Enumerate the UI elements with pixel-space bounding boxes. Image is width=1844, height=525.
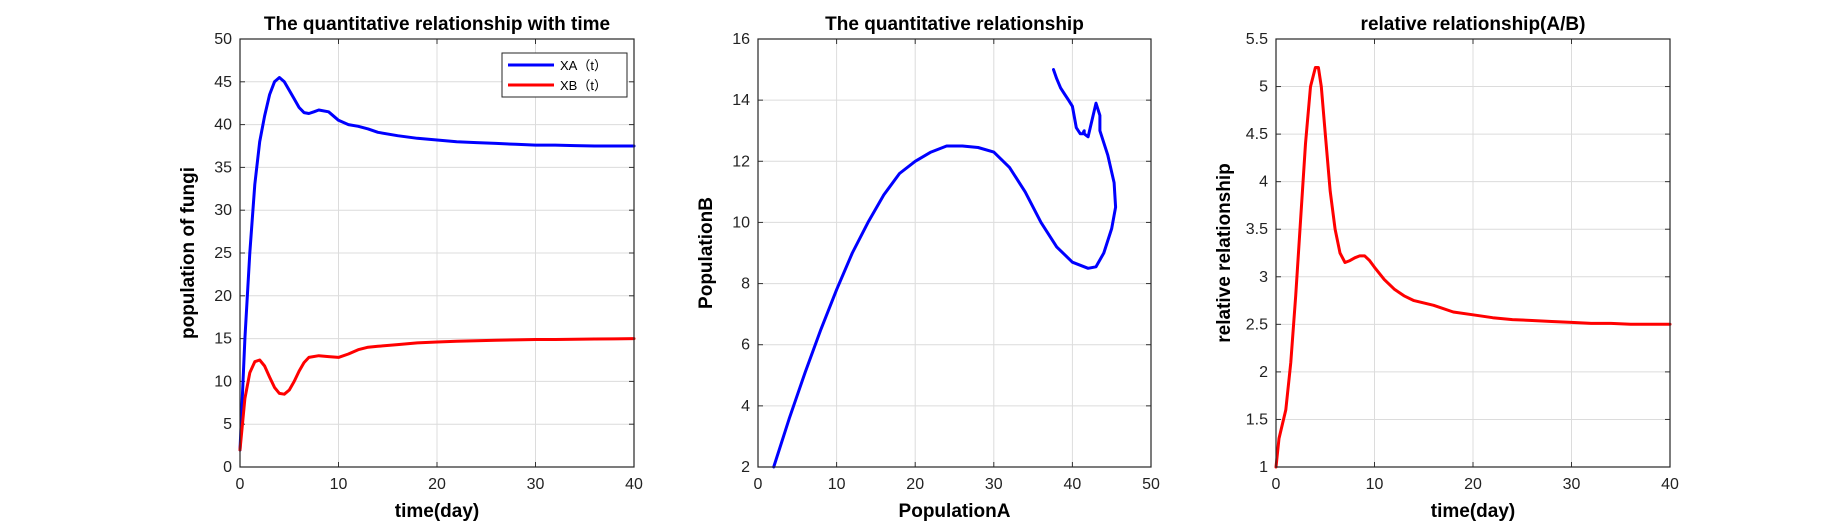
series-line-2 <box>238 337 636 452</box>
y-tick-label: 12 <box>732 153 750 170</box>
y-tick-label: 3.5 <box>1246 221 1268 238</box>
legend-label-1: XA（t） <box>560 58 607 73</box>
legend: XA（t） XB（t） <box>501 52 628 98</box>
x-tick-label: 30 <box>985 476 1003 493</box>
y-tick-label: 1 <box>1259 459 1268 476</box>
legend-label-2: XB（t） <box>560 78 607 93</box>
y-tick-label: 35 <box>214 159 232 176</box>
subplot-1: 0 10 20 30 40 0 5 10 15 20 25 30 35 40 45 50 The quantit… <box>178 14 643 522</box>
x-tick-label: 20 <box>428 476 446 493</box>
y-tick-label: 5 <box>1259 79 1268 96</box>
y-tick-label: 4 <box>1259 174 1268 191</box>
legend-box <box>501 52 628 98</box>
y-axis-label: population of fungi <box>178 167 199 339</box>
x-tick-label: 10 <box>828 476 846 493</box>
axes-box <box>1275 38 1671 468</box>
x-tick-label: 20 <box>906 476 924 493</box>
y-tick-label: 16 <box>732 31 750 48</box>
subplot-2: 0 10 20 30 40 50 2 4 6 8 10 12 14 16 The quantitative … <box>696 14 1160 522</box>
y-tick-label: 6 <box>741 337 750 354</box>
x-tick-label: 0 <box>754 476 763 493</box>
x-tick-label: 40 <box>1661 476 1679 493</box>
x-tick-label: 30 <box>527 476 545 493</box>
x-axis-label: PopulationA <box>899 501 1011 522</box>
y-tick-label: 2 <box>741 459 750 476</box>
subplot-3: 0 10 20 30 40 1 1.5 2 2.5 3 3.5 4 4.5 5 5.5 relative re… <box>1214 14 1679 522</box>
y-tick-label: 4.5 <box>1246 126 1268 143</box>
y-tick-label: 30 <box>214 202 232 219</box>
y-tick-label: 5 <box>223 416 232 433</box>
y-tick-label: 8 <box>741 276 750 293</box>
x-tick-label: 10 <box>1366 476 1384 493</box>
y-tick-label: 20 <box>214 288 232 305</box>
x-axis-label: time(day) <box>1431 501 1515 522</box>
y-tick-label: 0 <box>223 459 232 476</box>
y-tick-label: 10 <box>732 214 750 231</box>
y-axis-label: PopulationB <box>696 197 717 309</box>
x-tick-label: 40 <box>1064 476 1082 493</box>
x-tick-label: 20 <box>1464 476 1482 493</box>
y-tick-label: 10 <box>214 373 232 390</box>
chart-title: relative relationship(A/B) <box>1361 14 1586 35</box>
x-tick-label: 0 <box>236 476 245 493</box>
axes-box <box>757 38 1152 468</box>
y-tick-label: 25 <box>214 245 232 262</box>
plot-area <box>758 39 1151 467</box>
y-tick-label: 15 <box>214 331 232 348</box>
y-tick-label: 40 <box>214 117 232 134</box>
x-tick-label: 50 <box>1142 476 1160 493</box>
axes-box <box>239 38 635 468</box>
y-tick-label: 4 <box>741 398 750 415</box>
y-tick-label: 1.5 <box>1246 411 1268 428</box>
series-line-1 <box>238 76 636 452</box>
x-tick-label: 40 <box>625 476 643 493</box>
y-tick-label: 2 <box>1259 364 1268 381</box>
x-tick-label: 30 <box>1563 476 1581 493</box>
y-tick-label: 50 <box>214 31 232 48</box>
x-tick-label: 0 <box>1272 476 1281 493</box>
y-tick-label: 2.5 <box>1246 316 1268 333</box>
x-tick-label: 10 <box>330 476 348 493</box>
y-tick-label: 3 <box>1259 269 1268 286</box>
series-line-1 <box>1274 66 1672 469</box>
x-axis-label: time(day) <box>395 501 479 522</box>
y-tick-label: 5.5 <box>1246 31 1268 48</box>
y-axis-label: relative relationship <box>1214 163 1235 343</box>
y-tick-label: 45 <box>214 74 232 91</box>
y-tick-label: 14 <box>732 92 750 109</box>
chart-title: The quantitative relationship with time <box>264 14 610 35</box>
chart-title: The quantitative relationship <box>825 14 1084 35</box>
series-line-1 <box>772 68 1118 469</box>
